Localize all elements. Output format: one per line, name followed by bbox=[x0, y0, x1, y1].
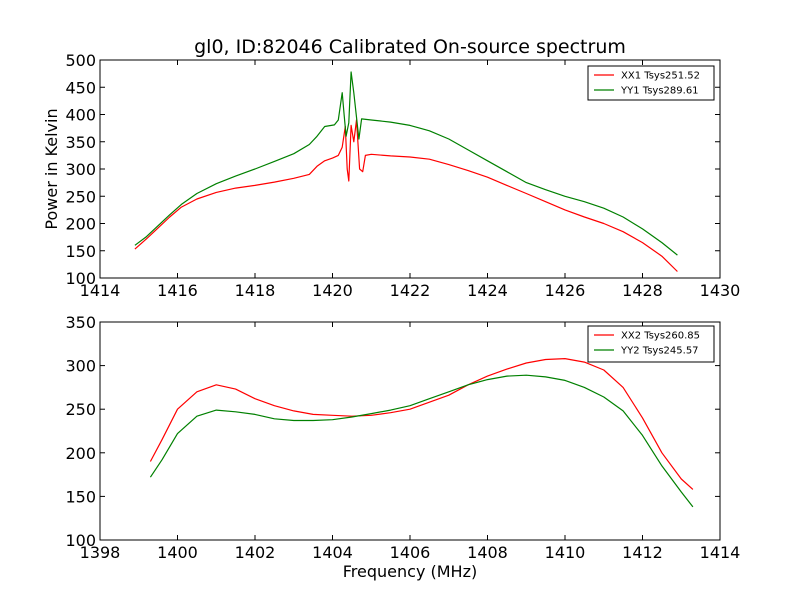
top-xtick-label: 1426 bbox=[545, 281, 586, 300]
bottom-ytick-label: 200 bbox=[65, 444, 96, 463]
top-ytick-label: 300 bbox=[65, 160, 96, 179]
top-xtick-label: 1422 bbox=[390, 281, 431, 300]
top-xtick-label: 1414 bbox=[80, 281, 121, 300]
top-ytick-label: 100 bbox=[65, 269, 96, 288]
bottom-legend-label-1: XX2 Tsys260.85 bbox=[621, 331, 700, 342]
top-series-line-2 bbox=[134, 71, 678, 256]
top-ytick-label: 450 bbox=[65, 78, 96, 97]
top-legend: XX1 Tsys251.52 YY1 Tsys289.61 bbox=[587, 65, 715, 101]
top-series-line-1 bbox=[134, 119, 678, 272]
top-subplot: gl0, ID:82046 Calibrated On-source spect… bbox=[42, 36, 740, 300]
top-xtick-label: 1420 bbox=[312, 281, 353, 300]
bottom-series-line-1 bbox=[149, 358, 694, 490]
top-xtick-label: 1430 bbox=[700, 281, 741, 300]
top-subplot-title: gl0, ID:82046 Calibrated On-source spect… bbox=[194, 36, 626, 58]
bottom-xtick-label: 1398 bbox=[80, 543, 121, 562]
top-ytick-label: 350 bbox=[65, 133, 96, 152]
bottom-xtick-label: 1400 bbox=[157, 543, 198, 562]
bottom-subplot: Frequency (MHz) 1398 1400 1402 1404 1406 1408… bbox=[65, 313, 740, 581]
bottom-legend: XX2 Tsys260.85 YY2 Tsys245.57 bbox=[587, 325, 715, 363]
bottom-subplot-xlabel: Frequency (MHz) bbox=[343, 562, 477, 581]
bottom-legend-label-2: YY2 Tsys245.57 bbox=[620, 346, 699, 357]
bottom-xtick-label: 1402 bbox=[235, 543, 276, 562]
top-legend-box bbox=[587, 65, 715, 101]
top-xtick-label: 1428 bbox=[622, 281, 663, 300]
bottom-xtick-label: 1404 bbox=[312, 543, 353, 562]
top-xtick-label: 1416 bbox=[157, 281, 198, 300]
top-ytick-label: 200 bbox=[65, 215, 96, 234]
bottom-xtick-label: 1410 bbox=[545, 543, 586, 562]
top-xtick-label: 1418 bbox=[235, 281, 276, 300]
bottom-legend-box bbox=[587, 325, 715, 363]
top-ytick-label: 150 bbox=[65, 242, 96, 261]
top-xtick-label: 1424 bbox=[467, 281, 508, 300]
bottom-ytick-label: 350 bbox=[65, 313, 96, 332]
bottom-ytick-label: 300 bbox=[65, 357, 96, 376]
bottom-xtick-label: 1412 bbox=[622, 543, 663, 562]
bottom-xtick-label: 1406 bbox=[390, 543, 431, 562]
top-ytick-label: 500 bbox=[65, 51, 96, 70]
bottom-xtick-label: 1408 bbox=[467, 543, 508, 562]
top-ytick-label: 250 bbox=[65, 187, 96, 206]
top-subplot-ylabel: Power in Kelvin bbox=[42, 108, 61, 229]
bottom-series-line-2 bbox=[149, 374, 694, 508]
top-ytick-label: 400 bbox=[65, 106, 96, 125]
bottom-xtick-label: 1414 bbox=[700, 543, 741, 562]
bottom-ytick-label: 250 bbox=[65, 400, 96, 419]
top-legend-label-2: YY1 Tsys289.61 bbox=[620, 86, 699, 97]
top-legend-label-1: XX1 Tsys251.52 bbox=[621, 71, 700, 82]
bottom-ytick-label: 100 bbox=[65, 531, 96, 550]
bottom-ytick-label: 150 bbox=[65, 487, 96, 506]
